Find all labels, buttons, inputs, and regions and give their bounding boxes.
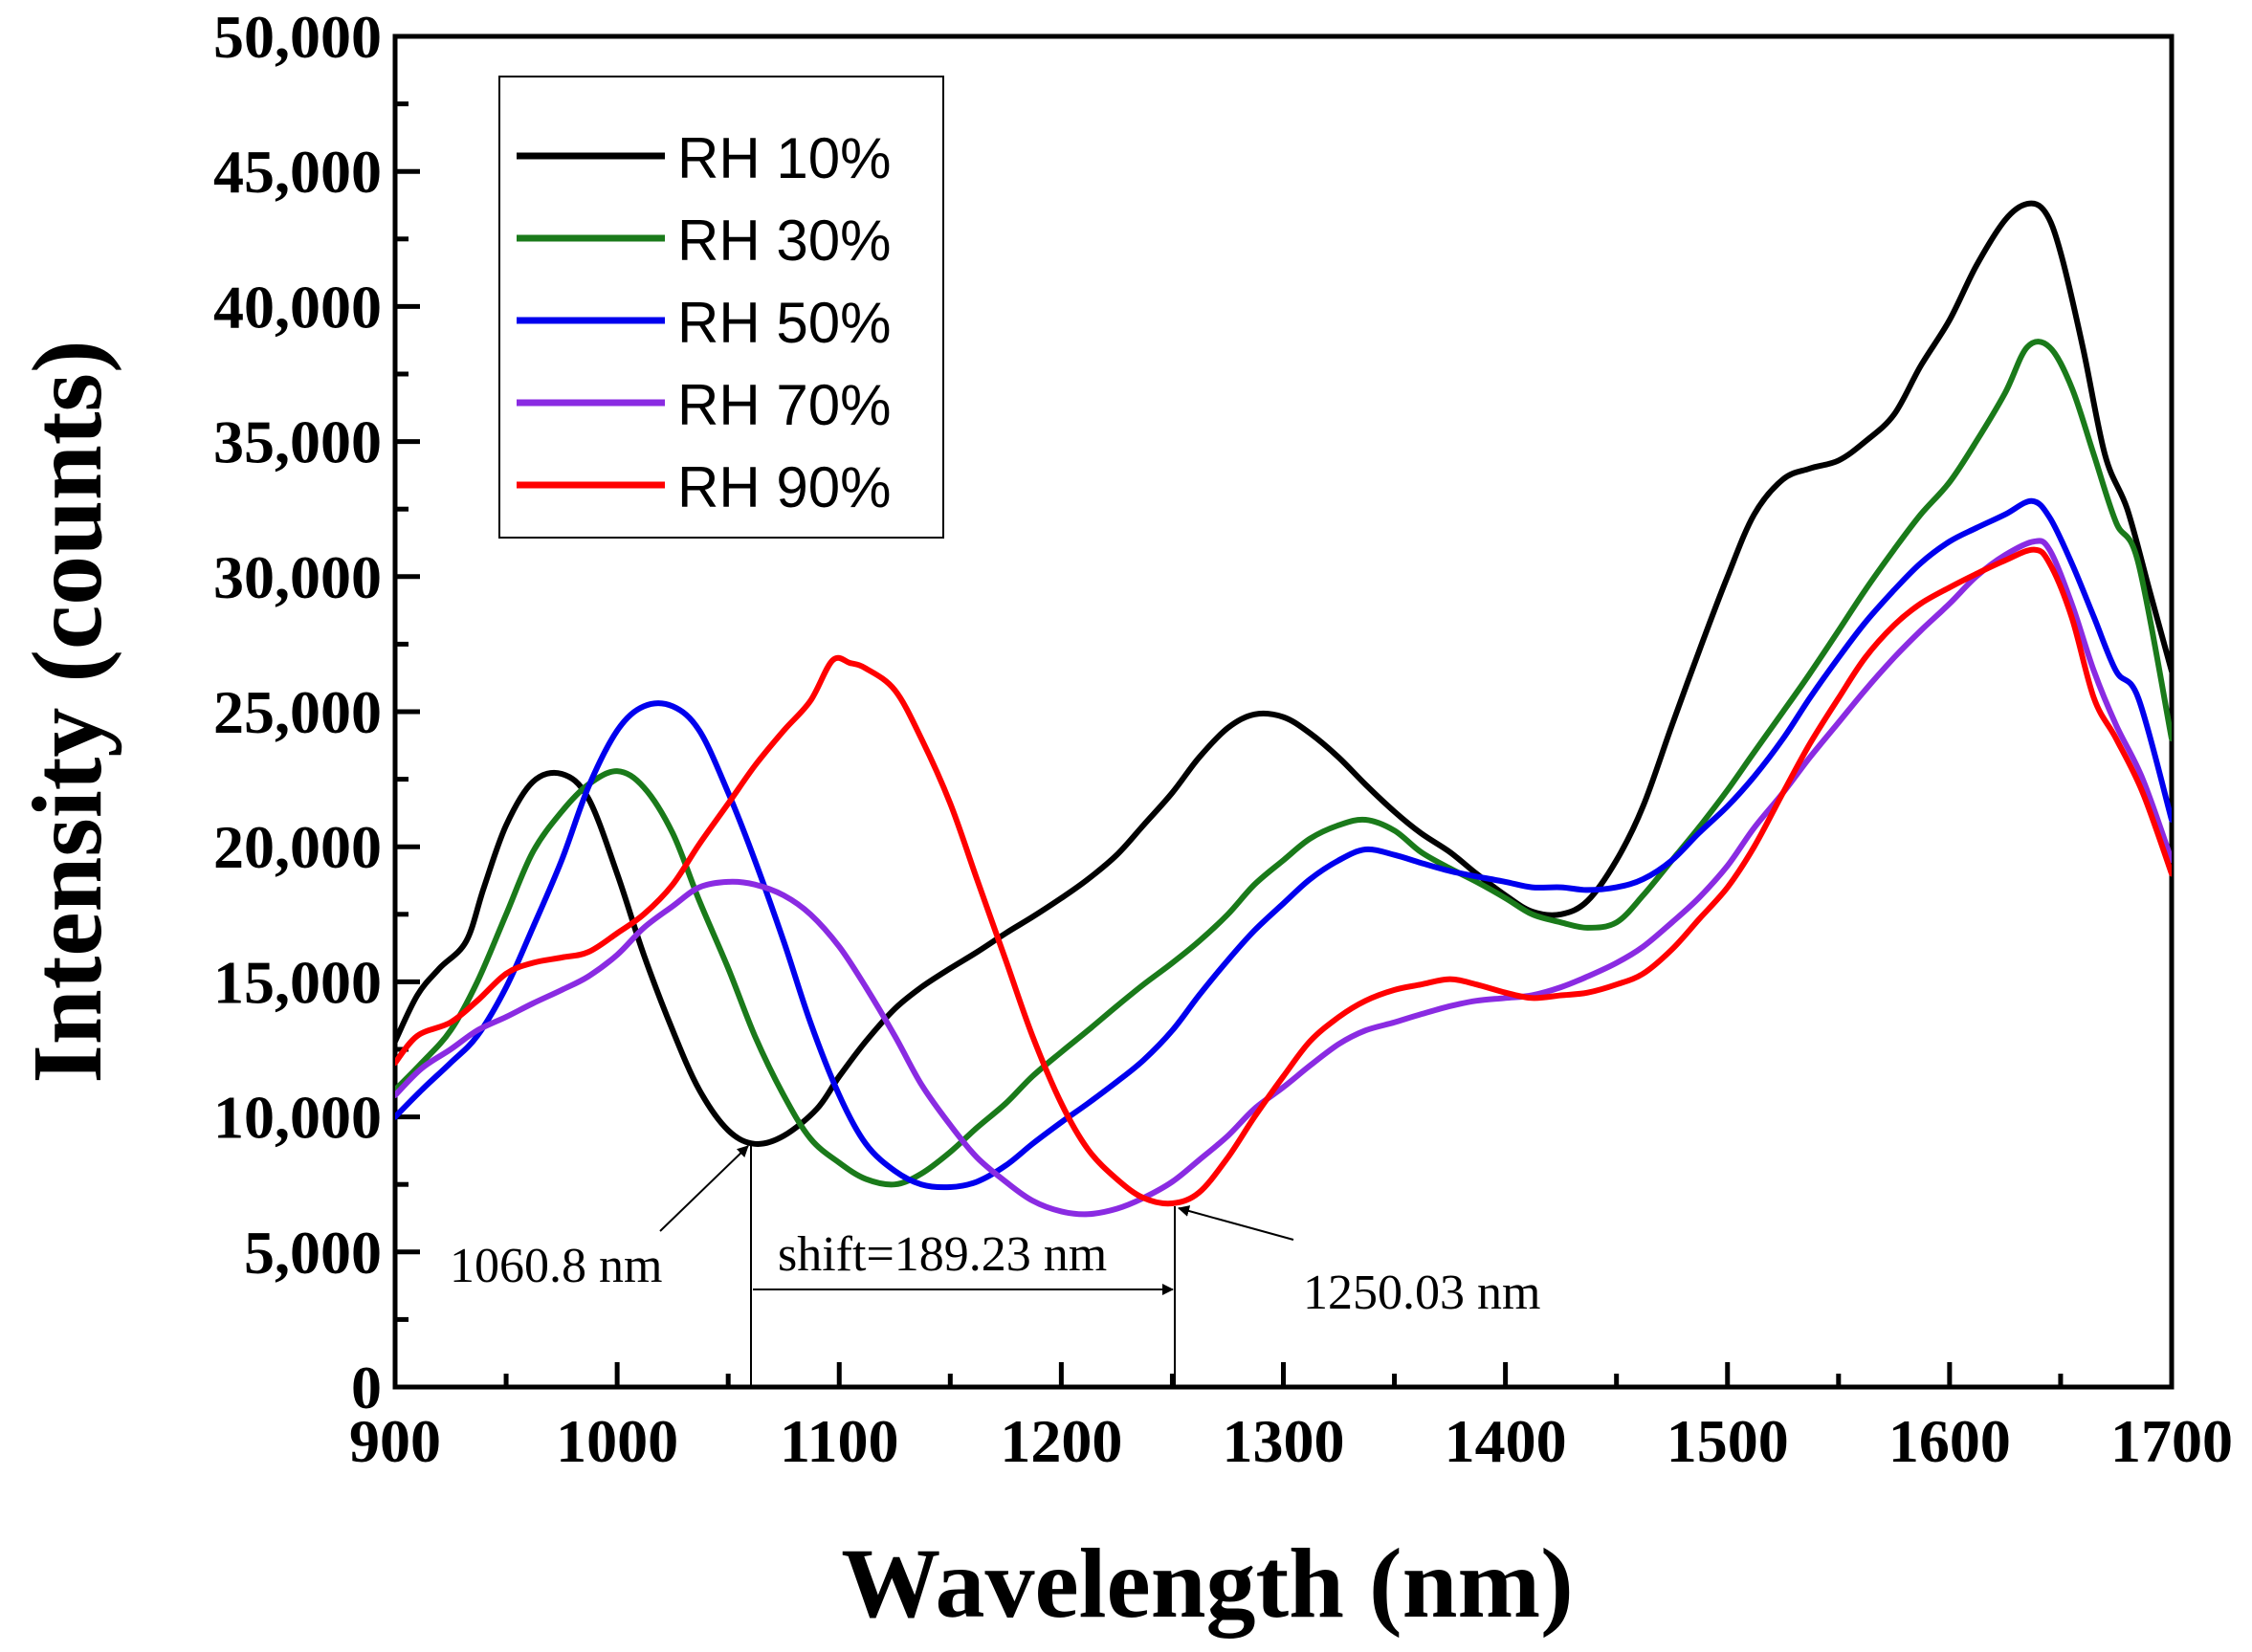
y-tick-label: 5,000 — [244, 1219, 382, 1287]
y-tick-label: 10,000 — [213, 1084, 382, 1152]
y-tick-label: 50,000 — [213, 3, 382, 71]
x-tick-label: 1300 — [1223, 1407, 1345, 1475]
x-tick-label: 1000 — [556, 1407, 678, 1475]
left-pointer-arrow — [659, 1145, 749, 1232]
legend-label-rh90: RH 90% — [677, 455, 891, 519]
legend-label-rh50: RH 50% — [677, 291, 891, 355]
series-line-rh90 — [395, 546, 2172, 1207]
annotation-right-min: 1250.03 nm — [1303, 1266, 1540, 1320]
legend-label-rh10: RH 10% — [677, 126, 891, 190]
y-tick-label: 30,000 — [213, 543, 382, 611]
y-tick-label: 45,000 — [213, 138, 382, 206]
annotation-shift: shift=189.23 nm — [778, 1227, 1107, 1282]
annotation-markers — [659, 1144, 1294, 1387]
x-tick-label: 900 — [349, 1407, 441, 1475]
legend-label-rh30: RH 30% — [677, 209, 891, 273]
x-tick-label: 1100 — [780, 1407, 898, 1475]
y-tick-label: 0 — [351, 1354, 382, 1421]
annotation-left-min: 1060.8 nm — [450, 1239, 662, 1293]
series-line-rh50 — [395, 497, 2172, 1191]
x-tick-label: 1500 — [1667, 1407, 1789, 1475]
y-tick-label: 20,000 — [213, 813, 382, 881]
x-tick-label: 1600 — [1888, 1407, 2011, 1475]
y-tick-label: 15,000 — [213, 948, 382, 1016]
tick-labels: 900 1000 1100 1200 1300 1400 1500 1600 1700 0 5,00… — [213, 3, 2233, 1475]
series-line-rh10 — [395, 200, 2172, 1147]
right-pointer-arrow — [1178, 1205, 1294, 1241]
series-lines — [395, 200, 2172, 1218]
x-tick-label: 1200 — [1000, 1407, 1122, 1475]
y-tick-label: 40,000 — [213, 273, 382, 341]
series-line-rh70 — [395, 538, 2172, 1218]
legend-label-rh70: RH 70% — [677, 373, 891, 437]
y-tick-label: 25,000 — [213, 678, 382, 746]
y-axis-title: Intensity (counts) — [12, 340, 122, 1083]
y-tick-label: 35,000 — [213, 408, 382, 476]
axis-ticks — [392, 33, 2175, 1390]
x-tick-label: 1400 — [1445, 1407, 1567, 1475]
legend: RH 10% RH 30% RH 50% RH 70% RH 90% — [498, 76, 944, 539]
x-tick-label: 1700 — [2110, 1407, 2233, 1475]
x-axis-title: Wavelength (nm) — [841, 1529, 1574, 1639]
